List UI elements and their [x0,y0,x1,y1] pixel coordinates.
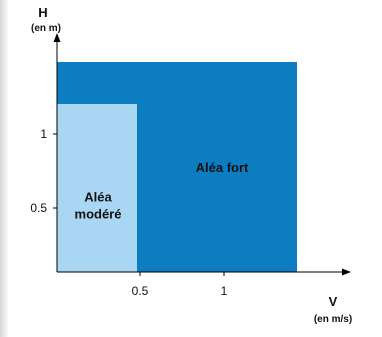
zone-label-alea-fort: Aléa fort [196,160,249,175]
y-tick-label: 1 [40,127,47,141]
x-tick-label: 0.5 [132,284,149,298]
x-axis-unit: (en m/s) [314,314,352,325]
labels-layer: H (en m) V (en m/s) Aléa fort Aléa modéré [31,5,352,325]
zone-label-alea-modere-line-1: Aléa [84,190,112,205]
zone-alea-modere [57,104,137,272]
y-axis-label: H [38,5,47,20]
zone-label-alea-modere-line-2: modéré [75,207,122,222]
x-axis-label: V [329,294,338,309]
x-tick-label: 1 [221,284,228,298]
y-axis-unit: (en m) [31,23,61,34]
y-tick-label: 0.5 [30,201,47,215]
x-axis-arrow-icon [342,268,351,276]
ticks-layer: 0.5 1 0.5 1 [30,127,227,298]
y-axis-arrow-icon [53,33,61,42]
scan-edge [0,0,9,337]
axes-layer [53,33,351,276]
zones-layer [57,62,297,272]
